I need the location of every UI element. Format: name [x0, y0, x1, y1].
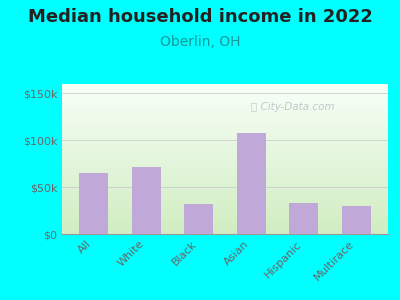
- Bar: [237, 133, 266, 234]
- Bar: [132, 167, 160, 234]
- Text: Median household income in 2022: Median household income in 2022: [28, 8, 372, 26]
- Bar: [79, 173, 108, 234]
- Text: ⌕ City-Data.com: ⌕ City-Data.com: [251, 101, 335, 112]
- Bar: [184, 204, 213, 234]
- Bar: [342, 206, 371, 234]
- Bar: [290, 203, 318, 234]
- Text: Oberlin, OH: Oberlin, OH: [160, 34, 240, 49]
